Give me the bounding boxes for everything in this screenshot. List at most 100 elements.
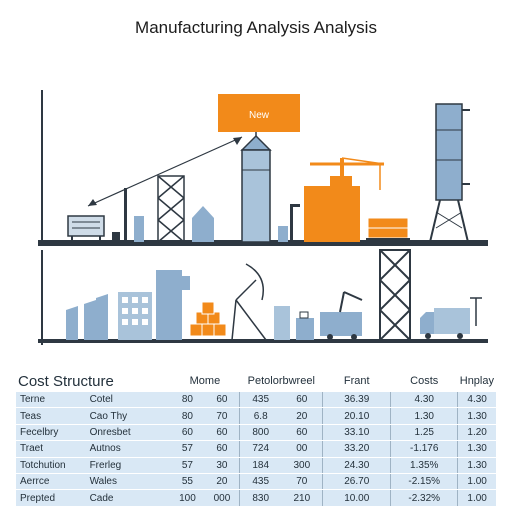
bench-icon bbox=[67, 215, 105, 242]
table-cell: 1.20 bbox=[457, 424, 496, 442]
table-cell: 100 bbox=[170, 489, 205, 507]
column-header: Hnplay bbox=[459, 375, 494, 387]
table-cell: Fecelbry bbox=[16, 424, 86, 442]
table-cell: 30 bbox=[204, 457, 240, 474]
table-header-row: Cost Structure Mome Petolorbwreel Frant … bbox=[16, 370, 496, 392]
thin-pole bbox=[124, 188, 127, 242]
office-building-icon bbox=[118, 292, 152, 340]
factory-illustration: New bbox=[38, 90, 488, 345]
table-cell: 10.00 bbox=[322, 489, 391, 507]
factory-crane-icon bbox=[304, 157, 385, 242]
table-cell: 26.70 bbox=[322, 473, 391, 491]
table-cell: -2.15% bbox=[390, 473, 458, 491]
table-cell: 60 bbox=[281, 392, 323, 409]
table-cell: Teas bbox=[16, 407, 86, 425]
table-cell: Terne bbox=[16, 392, 86, 409]
table-cell: 24.30 bbox=[322, 457, 391, 474]
column-header: Costs bbox=[410, 375, 439, 387]
table-cell: 00 bbox=[281, 440, 323, 458]
plant-building-icon bbox=[156, 270, 190, 340]
table-row: Prepted Cade 100 000 830 210 10.00 -2.32% 1.00 bbox=[16, 489, 496, 507]
table-cell: 800 bbox=[239, 424, 282, 442]
table-cell: Wales bbox=[85, 473, 171, 491]
table-cell: 000 bbox=[204, 489, 240, 507]
table-cell: 1.35% bbox=[390, 457, 458, 474]
silo-tower-icon bbox=[240, 134, 272, 243]
small-post bbox=[112, 232, 120, 242]
table-cell: 184 bbox=[239, 457, 282, 474]
table-cell: Onresbet bbox=[85, 424, 171, 442]
table-cell: 210 bbox=[281, 489, 323, 507]
column-header: Mome bbox=[189, 375, 221, 387]
satellite-dish-icon bbox=[231, 263, 267, 341]
table-cell: Autnos bbox=[85, 440, 171, 458]
warehouse-block-icon bbox=[66, 294, 108, 340]
table-row: Traet Autnos 57 60 724 00 33.20 -1.176 1.30 bbox=[16, 440, 496, 458]
lattice-tower-lower-icon bbox=[379, 249, 411, 341]
table-cell: Frerleg bbox=[85, 457, 171, 474]
table-cell: Prepted bbox=[16, 489, 86, 507]
table-cell: 20.10 bbox=[322, 407, 391, 425]
sign-label: New bbox=[249, 110, 270, 121]
lamp-pole bbox=[290, 206, 293, 242]
table-row: Teas Cao Thy 80 70 6.8 20 20.10 1.30 1.30 bbox=[16, 407, 496, 425]
water-tower-icon bbox=[429, 103, 470, 243]
table-cell: 60 bbox=[281, 424, 323, 442]
orange-crates-icon bbox=[366, 217, 410, 243]
table-cell: 60 bbox=[170, 424, 205, 442]
house-block bbox=[192, 206, 214, 242]
table-cell: 70 bbox=[281, 473, 323, 491]
table-cell: Cotel bbox=[85, 392, 171, 409]
table-cell: 80 bbox=[170, 407, 205, 425]
cost-structure-title: Cost Structure bbox=[18, 372, 114, 390]
table-cell: 33.20 bbox=[322, 440, 391, 458]
table-cell: 1.30 bbox=[457, 457, 496, 474]
table-cell: 724 bbox=[239, 440, 282, 458]
table-cell: 1.00 bbox=[457, 473, 496, 491]
small-block bbox=[134, 216, 144, 242]
table-cell: 830 bbox=[239, 489, 282, 507]
table-cell: Cade bbox=[85, 489, 171, 507]
table-cell: Cao Thy bbox=[85, 407, 171, 425]
table-cell: 57 bbox=[170, 457, 205, 474]
table-cell: 6.8 bbox=[239, 407, 282, 425]
column-header: Petolorbwreel bbox=[247, 375, 315, 387]
column-header: Frant bbox=[343, 375, 370, 387]
table-cell: 435 bbox=[239, 473, 282, 491]
delivery-truck-icon bbox=[420, 297, 482, 339]
table-cell: 70 bbox=[204, 407, 240, 425]
table-cell: 1.30 bbox=[457, 440, 496, 458]
table-cell: 4.30 bbox=[457, 392, 496, 409]
table-cell: -1.176 bbox=[390, 440, 458, 458]
table-cell: 20 bbox=[281, 407, 323, 425]
table-cell: 36.39 bbox=[322, 392, 391, 409]
table-row: Totchution Frerleg 57 30 184 300 24.30 1.35% 1.3… bbox=[16, 457, 496, 474]
table-cell: 55 bbox=[170, 473, 205, 491]
table-cell: 60 bbox=[204, 424, 240, 442]
forklift-truck-icon bbox=[320, 291, 363, 340]
table-cell: Aerrce bbox=[16, 473, 86, 491]
table-cell: 1.30 bbox=[390, 407, 458, 425]
table-cell: 60 bbox=[204, 440, 240, 458]
table-cell: 80 bbox=[170, 392, 205, 409]
cost-structure-table: Cost Structure Mome Petolorbwreel Frant … bbox=[16, 370, 496, 507]
table-cell: Traet bbox=[16, 440, 86, 458]
table-cell: -2.32% bbox=[390, 489, 458, 507]
lattice-tower-icon bbox=[157, 175, 185, 243]
table-cell: 4.30 bbox=[390, 392, 458, 409]
table-row: Fecelbry Onresbet 60 60 800 60 33.10 1.25 1.20 bbox=[16, 424, 496, 442]
table-cell: 1.30 bbox=[457, 407, 496, 425]
table-row: Aerrce Wales 55 20 435 70 26.70 -2.15% 1.00 bbox=[16, 473, 496, 491]
table-cell: 1.00 bbox=[457, 489, 496, 507]
page-title: Manufacturing Analysis Analysis bbox=[135, 18, 377, 37]
table-cell: Totchution bbox=[16, 457, 86, 474]
table-cell: 33.10 bbox=[322, 424, 391, 442]
growth-arrow-icon bbox=[87, 136, 243, 207]
new-sign: New bbox=[218, 94, 300, 132]
small-block-2 bbox=[278, 226, 288, 242]
table-cell: 1.25 bbox=[390, 424, 458, 442]
table-cell: 57 bbox=[170, 440, 205, 458]
table-row: Terne Cotel 80 60 435 60 36.39 4.30 4.30 bbox=[16, 392, 496, 409]
table-cell: 60 bbox=[204, 392, 240, 409]
table-cell: 300 bbox=[281, 457, 323, 474]
